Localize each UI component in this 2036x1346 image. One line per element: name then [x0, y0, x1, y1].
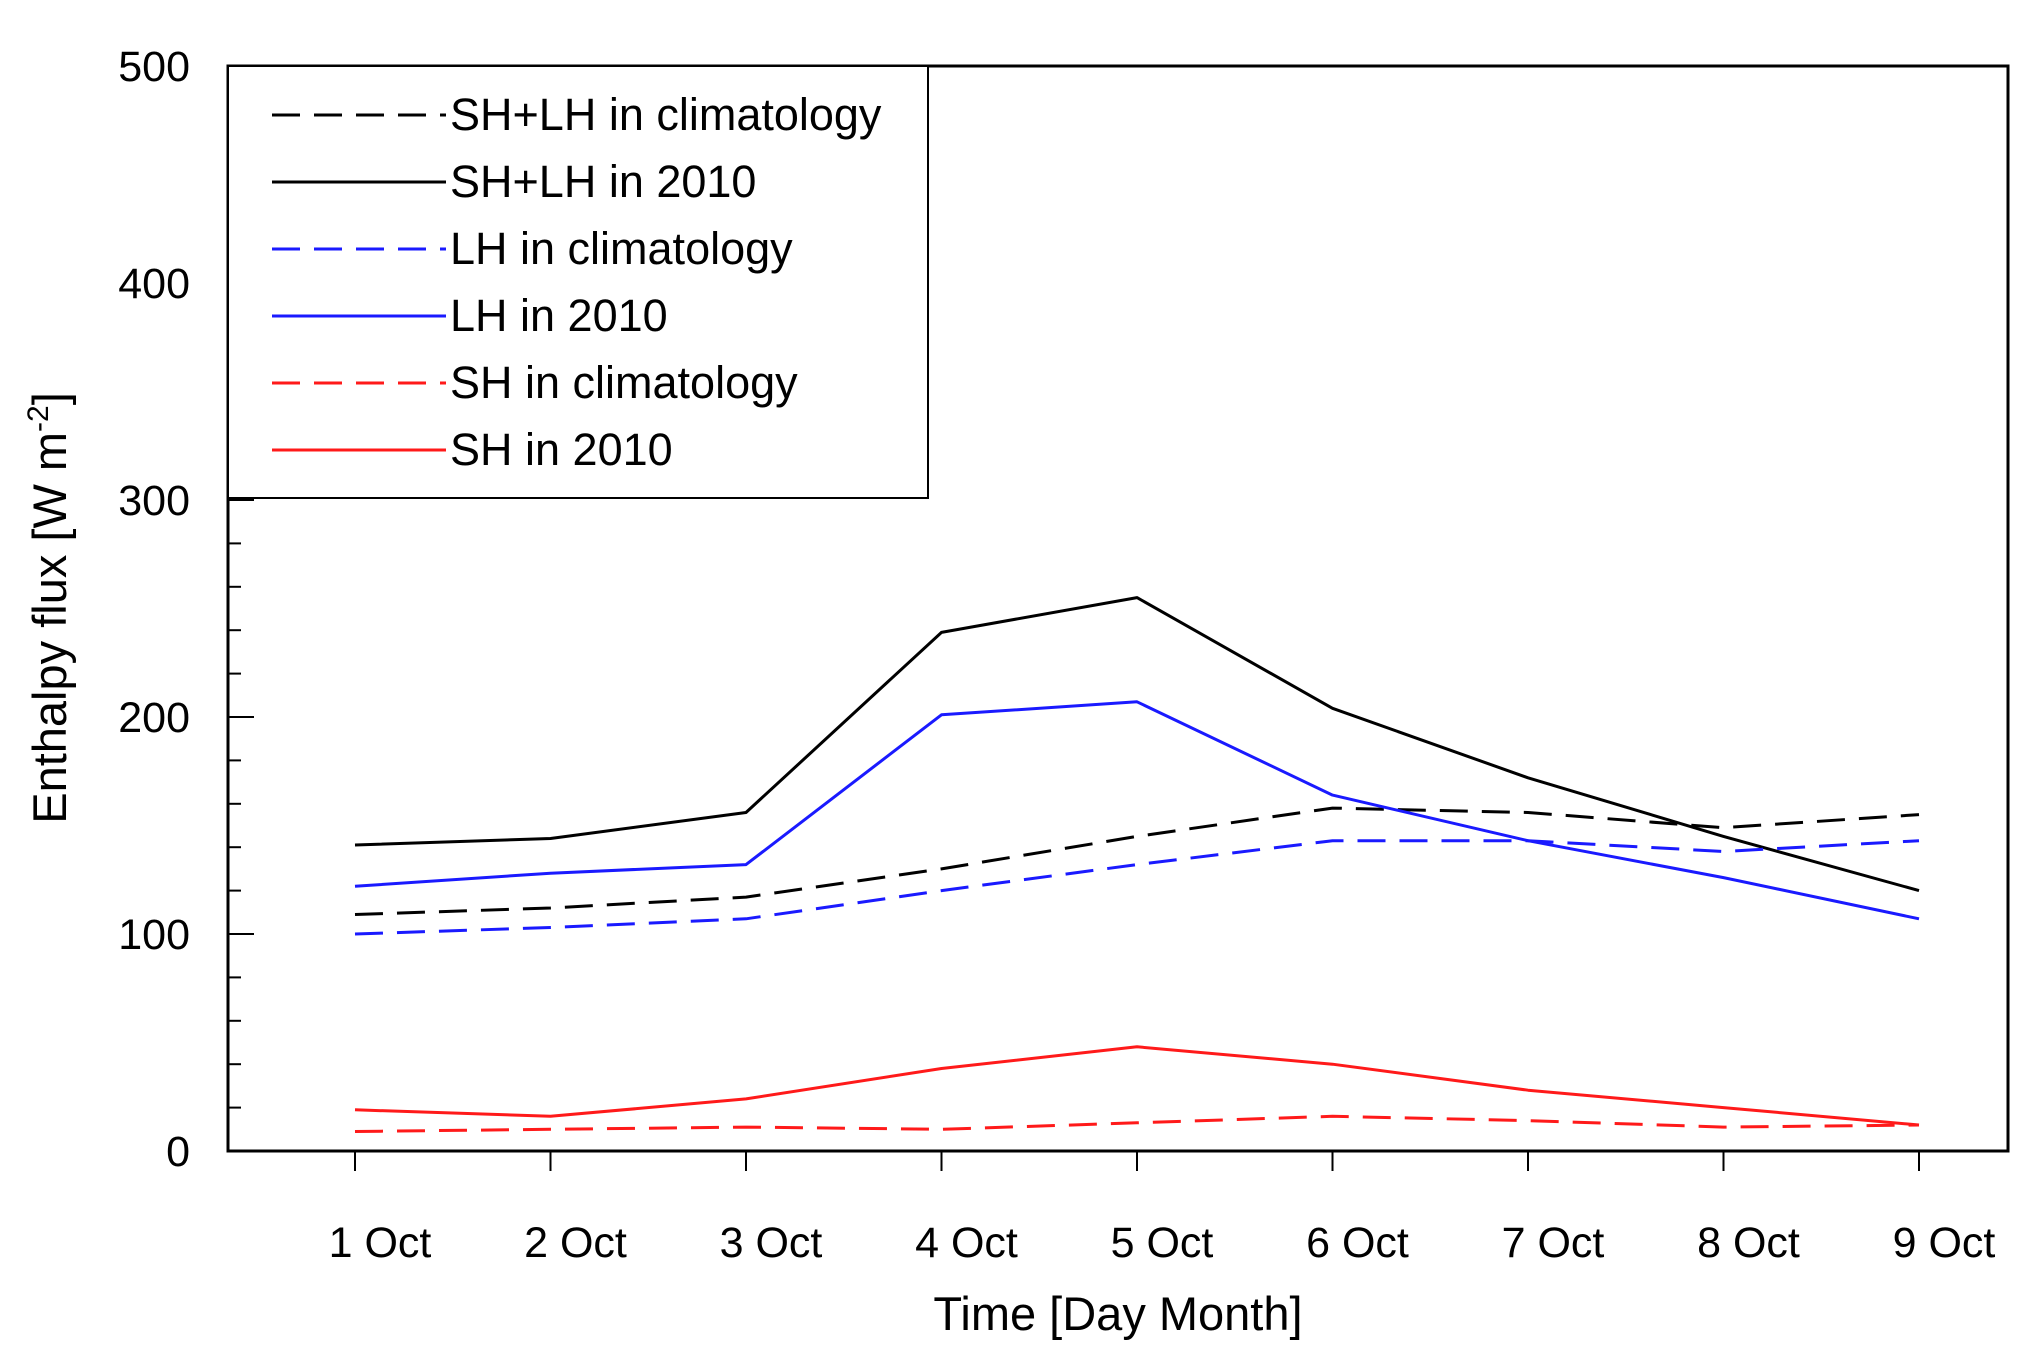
series-line	[354, 839, 1920, 936]
y-tick-label: 0	[166, 1128, 190, 1176]
x-tick-label: 1 Oct	[329, 1219, 432, 1267]
y-axis-title: Enthalpy flux [W m-2]	[22, 392, 76, 824]
series-line	[354, 1114, 1920, 1133]
legend-label: SH in 2010	[450, 424, 673, 475]
legend: SH+LH in climatology SH+LH in 2010 LH in c…	[227, 65, 929, 499]
legend-label: LH in climatology	[450, 223, 793, 274]
y-tick-label: 400	[118, 260, 190, 308]
x-tick-label: 9 Oct	[1893, 1219, 1996, 1267]
series-line	[354, 806, 1920, 916]
x-axis: 1 Oct 2 Oct 3 Oct 4 Oct 5 Oct 6 Oct 7 Oct 8 Oct…	[329, 1151, 1996, 1267]
series-line	[354, 596, 1920, 893]
legend-label: SH+LH in climatology	[450, 89, 882, 140]
y-axis-title-main: Enthalpy flux [W m	[23, 432, 76, 824]
x-tick-label: 8 Oct	[1697, 1219, 1800, 1267]
y-tick-label: 200	[118, 694, 190, 742]
legend-label: SH in climatology	[450, 357, 798, 408]
legend-label: SH+LH in 2010	[450, 156, 756, 207]
x-tick-label: 5 Oct	[1111, 1219, 1214, 1267]
series-line	[354, 700, 1920, 921]
x-tick-label: 4 Oct	[915, 1219, 1018, 1267]
y-tick-label: 300	[118, 477, 190, 525]
legend-label: LH in 2010	[450, 290, 668, 341]
y-tick-label: 100	[118, 911, 190, 959]
x-tick-label: 3 Oct	[720, 1219, 823, 1267]
series-lines	[354, 596, 1920, 1133]
plot-frame	[226, 64, 2010, 1153]
x-tick-label: 2 Oct	[524, 1219, 627, 1267]
x-tick-label: 6 Oct	[1306, 1219, 1409, 1267]
x-axis-title: Time [Day Month]	[933, 1287, 1302, 1340]
x-tick-label: 7 Oct	[1502, 1219, 1605, 1267]
y-axis-title-exponent: -2	[22, 405, 55, 432]
y-tick-label: 500	[118, 43, 190, 91]
series-line	[354, 1045, 1920, 1127]
y-axis-title-close: ]	[23, 392, 76, 405]
legend-box	[227, 65, 929, 499]
